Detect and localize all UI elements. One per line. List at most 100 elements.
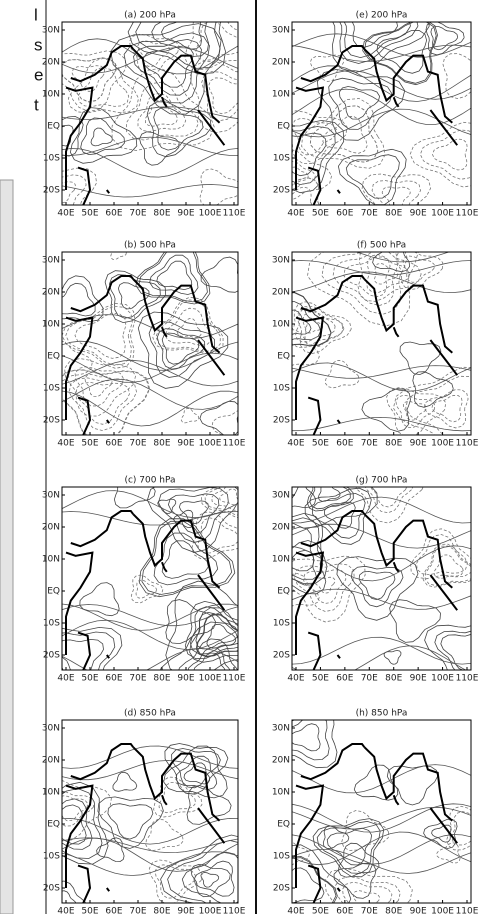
lat-label: 20S: [43, 186, 60, 196]
contour: [333, 249, 398, 305]
lon-label: 90E: [177, 439, 194, 449]
coastline: [394, 97, 399, 107]
coastline: [78, 633, 90, 671]
lon-label: 110E: [456, 674, 479, 684]
contour: [185, 11, 255, 70]
lon-label: 100E: [199, 439, 222, 449]
lon-label: 90E: [177, 209, 194, 219]
contour: [62, 838, 238, 871]
lat-label: 20N: [272, 288, 290, 298]
contour: [200, 169, 243, 207]
lat-label: 10S: [43, 852, 60, 862]
lon-label: 110E: [456, 907, 479, 914]
coastline: [338, 888, 341, 891]
contour: [351, 566, 403, 607]
lat-label: EQ: [277, 820, 290, 830]
lon-label: 40E: [287, 674, 304, 684]
contour: [145, 100, 177, 126]
lon-label: 40E: [57, 439, 74, 449]
lon-label: 50E: [312, 907, 329, 914]
lat-label: 10N: [272, 90, 290, 100]
lon-label: 80E: [385, 209, 402, 219]
contour: [166, 581, 277, 677]
contour: [62, 137, 238, 155]
coastline: [107, 190, 109, 193]
lat-label: 30N: [272, 26, 290, 36]
lon-label: 70E: [361, 907, 378, 914]
coastline: [78, 866, 90, 904]
lat-label: 20S: [43, 416, 60, 426]
lat-label: EQ: [277, 122, 290, 132]
lon-label: 80E: [385, 439, 402, 449]
lon-label: 100E: [431, 209, 454, 219]
contour: [46, 276, 103, 322]
lon-label: 110E: [223, 907, 246, 914]
lat-label: 10N: [272, 555, 290, 565]
contour: [387, 388, 446, 437]
lon-label: 80E: [153, 907, 170, 914]
lat-label: 20N: [42, 58, 60, 68]
contour: [201, 257, 242, 292]
map: [27, 0, 274, 223]
side-panel: [0, 180, 13, 914]
lon-label: 80E: [385, 674, 402, 684]
lat-label: 10S: [43, 154, 60, 164]
panel-title: (f) 500 hPa: [357, 241, 406, 251]
lon-label: 100E: [431, 674, 454, 684]
coastline: [338, 420, 341, 423]
contour: [62, 838, 238, 853]
contour: [54, 283, 95, 316]
lon-label: 100E: [431, 439, 454, 449]
lon-label: 60E: [105, 907, 122, 914]
contour: [424, 819, 458, 848]
coastline: [338, 655, 341, 658]
coastline: [308, 398, 320, 436]
lon-label: 80E: [153, 674, 170, 684]
contour: [111, 24, 221, 115]
lat-label: 10N: [42, 788, 60, 798]
lat-label: 10N: [272, 320, 290, 330]
lon-label: 90E: [177, 907, 194, 914]
lon-label: 50E: [312, 439, 329, 449]
lon-label: 110E: [456, 209, 479, 219]
lon-label: 40E: [57, 674, 74, 684]
lat-label: 10N: [42, 555, 60, 565]
coastline: [338, 190, 341, 193]
contour: [292, 497, 471, 523]
panel-title: (d) 850 hPa: [124, 709, 176, 719]
contour: [182, 852, 242, 905]
contour: [181, 409, 199, 423]
lon-label: 40E: [287, 439, 304, 449]
lat-label: 20S: [273, 186, 290, 196]
side-text: l: [34, 5, 38, 24]
lat-label: 20N: [272, 58, 290, 68]
panel-title: (e) 200 hPa: [356, 11, 408, 21]
lat-label: 10S: [273, 852, 290, 862]
lat-label: 20S: [43, 884, 60, 894]
lat-label: 20S: [273, 416, 290, 426]
lon-label: 100E: [199, 674, 222, 684]
lat-label: EQ: [277, 587, 290, 597]
lat-label: 20S: [273, 651, 290, 661]
coastline: [78, 168, 90, 206]
lon-label: 110E: [223, 674, 246, 684]
lon-label: 40E: [57, 907, 74, 914]
contour: [329, 78, 392, 129]
lon-label: 90E: [410, 674, 427, 684]
lon-label: 100E: [431, 907, 454, 914]
coastline: [364, 514, 452, 588]
lon-label: 70E: [361, 209, 378, 219]
contour: [50, 51, 126, 112]
lat-label: 30N: [42, 256, 60, 266]
lon-label: 110E: [456, 439, 479, 449]
lon-label: 110E: [223, 209, 246, 219]
lat-label: 10S: [43, 619, 60, 629]
contour: [292, 66, 471, 102]
contour: [209, 78, 251, 114]
lon-label: 50E: [312, 209, 329, 219]
panel-title: (b) 500 hPa: [124, 241, 176, 251]
contour: [57, 370, 150, 443]
contour: [113, 772, 137, 791]
lon-label: 60E: [105, 439, 122, 449]
contour: [157, 622, 258, 704]
